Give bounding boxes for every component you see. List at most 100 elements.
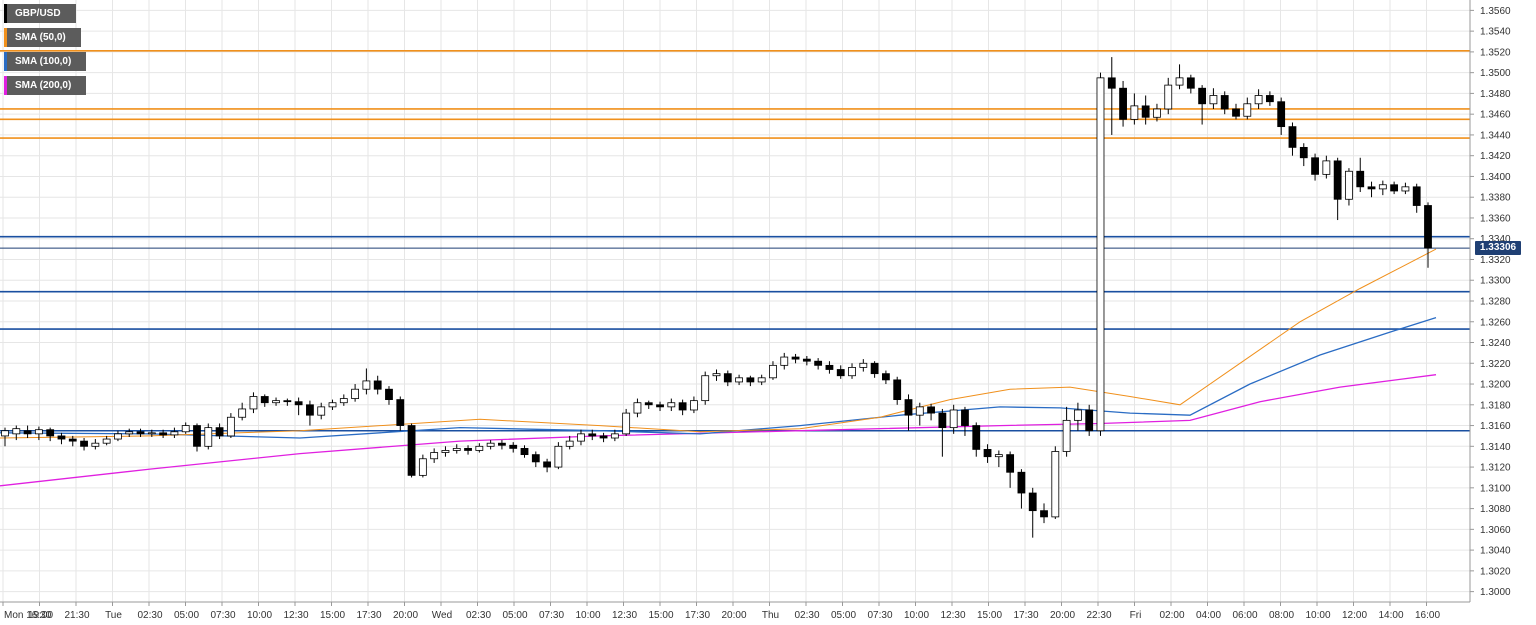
candle-body [927, 406, 935, 414]
candle [498, 440, 506, 450]
candle [204, 423, 213, 450]
candle [1265, 91, 1274, 106]
candle [68, 435, 77, 447]
candle-body [1265, 95, 1274, 103]
y-tick-label: 1.3060 [1480, 525, 1511, 536]
candle-body [181, 425, 190, 433]
x-tick-label: 12:30 [612, 610, 637, 621]
candle-body [882, 373, 890, 381]
candle [509, 442, 518, 453]
x-tick-label: 10:00 [904, 610, 929, 621]
candle-body [1311, 157, 1319, 175]
candle [1311, 153, 1319, 181]
x-tick-label: Fri [1130, 610, 1142, 621]
candle [1232, 103, 1240, 120]
y-tick-label: 1.3440 [1480, 130, 1511, 141]
x-tick-label: 05:00 [831, 610, 856, 621]
sma50-line [0, 248, 1437, 439]
legend-item-gbpusd[interactable]: GBP/USD [4, 4, 76, 23]
candle [362, 368, 371, 395]
candle [91, 439, 100, 450]
candle-body [464, 447, 472, 451]
candle-body [1299, 146, 1308, 159]
candle [125, 428, 134, 437]
y-tick-label: 1.3420 [1480, 151, 1511, 162]
candle-body [1367, 186, 1376, 190]
candle [667, 398, 676, 412]
candle-body [373, 380, 382, 390]
candle [633, 398, 642, 418]
y-tick-label: 1.3500 [1480, 68, 1511, 79]
candle [836, 365, 845, 379]
candle [543, 458, 551, 473]
candle-body [1096, 77, 1105, 432]
x-tick-label: 15:00 [977, 610, 1002, 621]
candle [723, 370, 732, 387]
candle [1254, 89, 1263, 109]
y-axis-ticks: 1.3000 1.3020 1.3040 1.3060 1.3080 1.3100 1.31… [1470, 6, 1511, 598]
candle [34, 426, 43, 441]
candle [577, 429, 585, 446]
legend-item-sma100[interactable]: SMA (100,0) [4, 52, 86, 71]
candle [238, 402, 247, 421]
candle [1073, 402, 1082, 431]
candle-body [836, 369, 845, 377]
candle-body [418, 458, 427, 476]
candle [396, 396, 405, 431]
candle [1028, 487, 1037, 538]
candle-body [125, 431, 134, 435]
candle-body [543, 461, 551, 468]
candle [407, 423, 416, 478]
x-tick-label: 16:00 [1415, 610, 1440, 621]
x-tick-label: 12:00 [1342, 610, 1367, 621]
candle [147, 429, 156, 437]
legend-item-sma200[interactable]: SMA (200,0) [4, 76, 86, 95]
candle-body [1232, 108, 1240, 117]
candle [927, 403, 935, 421]
x-tick-label: 10:00 [1305, 610, 1330, 621]
candle-body [802, 358, 811, 362]
candle [656, 401, 664, 412]
candle-body [509, 444, 518, 449]
y-tick-label: 1.3140 [1480, 442, 1511, 453]
candle-body [441, 450, 450, 453]
candle [690, 396, 698, 414]
candle-body [339, 398, 348, 404]
candle [159, 429, 168, 439]
candle-body [915, 406, 924, 416]
y-tick-label: 1.3180 [1480, 400, 1511, 411]
candle [46, 427, 55, 442]
candle [1243, 97, 1252, 120]
candle-body [68, 438, 77, 442]
candle-body [1243, 103, 1252, 117]
x-tick-label: 02:30 [137, 610, 162, 621]
candle-body [1153, 108, 1161, 118]
candle-body [531, 454, 540, 463]
x-tick-label: 20:00 [721, 610, 746, 621]
candle-body [1175, 77, 1184, 86]
x-tick-label: 10:00 [575, 610, 600, 621]
candle-body [306, 404, 314, 416]
legend-item-sma50[interactable]: SMA (50,0) [4, 28, 81, 47]
candle-body [1412, 186, 1421, 206]
candle [226, 413, 235, 439]
candle-body [893, 379, 902, 401]
x-tick-label: 05:00 [174, 610, 199, 621]
y-tick-label: 1.3020 [1480, 566, 1511, 577]
candle-body [193, 425, 201, 447]
candle-body [362, 380, 371, 390]
candle [893, 376, 902, 405]
candle-body [1401, 186, 1410, 192]
candle [12, 425, 21, 441]
candle [1186, 74, 1195, 94]
candle [757, 374, 766, 386]
sma200-line [0, 374, 1437, 487]
candle-body [407, 425, 416, 476]
candle-body [577, 433, 585, 442]
candle-body [972, 425, 981, 450]
candle-body [136, 431, 145, 435]
x-tick-label: Wed [432, 610, 452, 621]
candle-body [317, 406, 326, 416]
candle-body [814, 360, 823, 366]
